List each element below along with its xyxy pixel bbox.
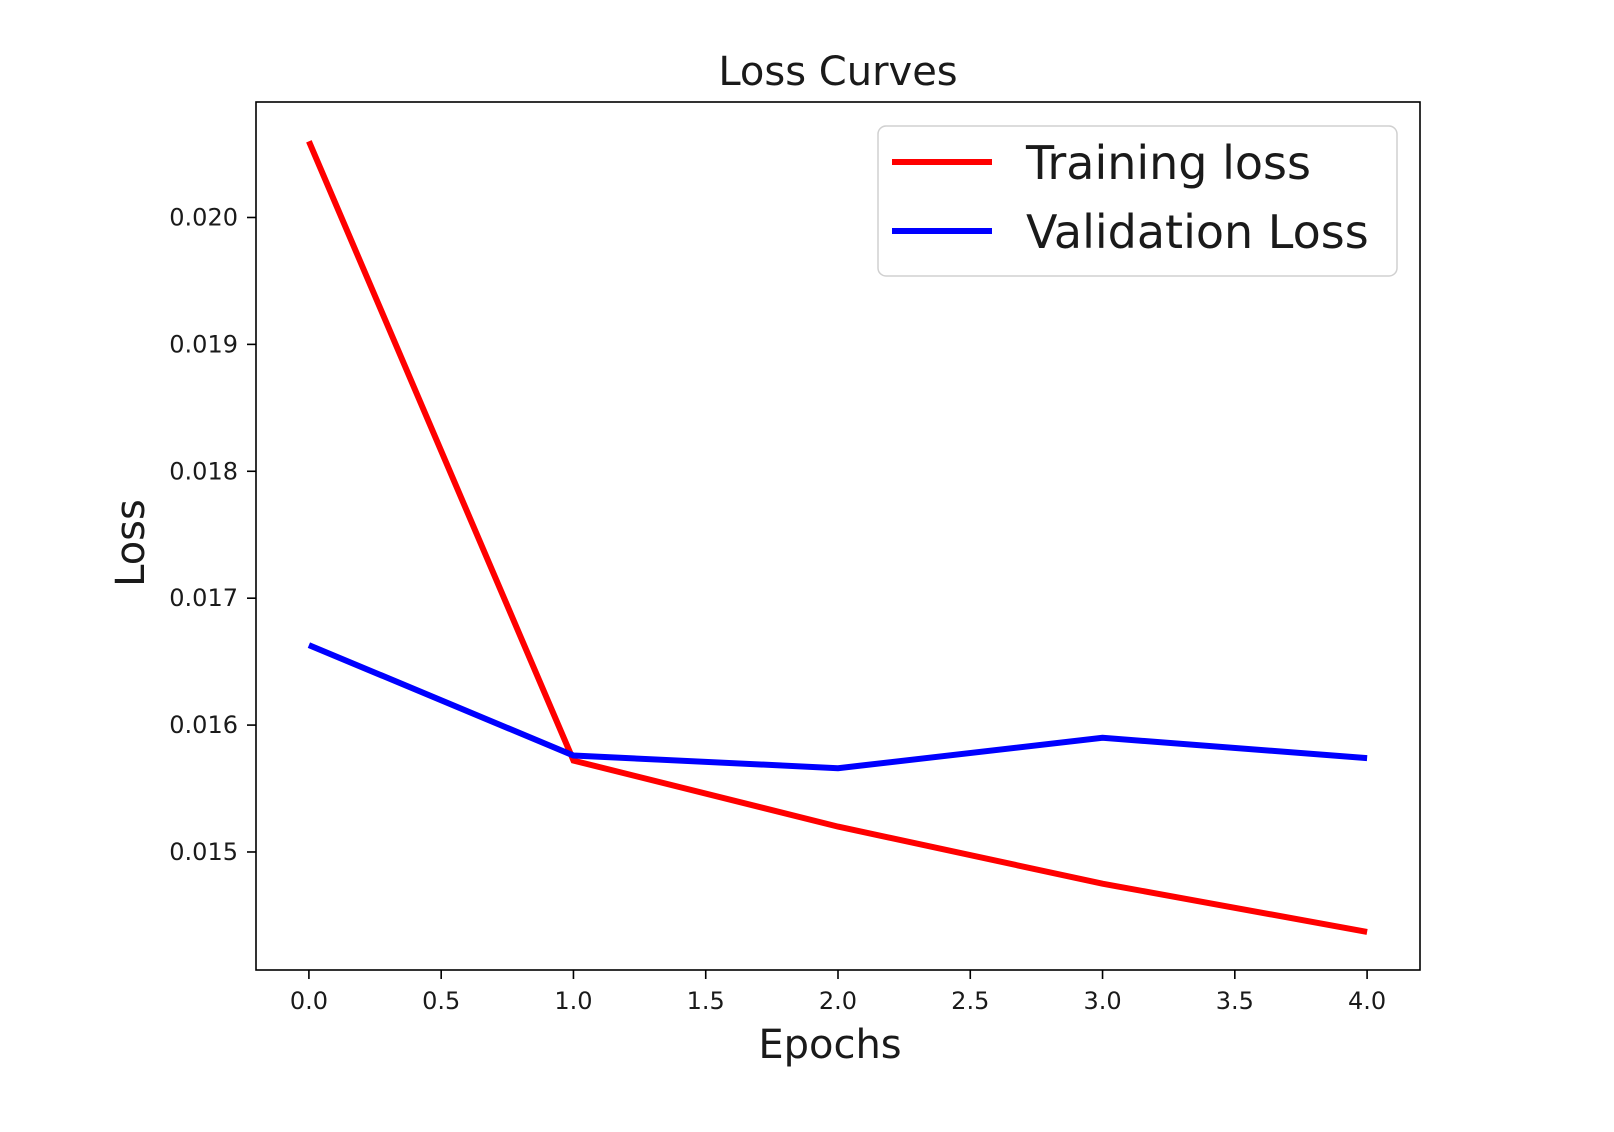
x-tick-label: 2.5 [951, 987, 989, 1015]
x-tick-label: 0.5 [422, 987, 460, 1015]
x-tick-label: 2.0 [819, 987, 857, 1015]
x-axis-label: Epochs [758, 1022, 901, 1068]
y-axis-ticks: 0.015 0.016 0.017 0.018 0.019 0.020 [169, 203, 256, 866]
legend-box [877, 125, 1398, 277]
y-tick-label: 0.019 [169, 330, 238, 358]
chart-title: Loss Curves [718, 49, 957, 95]
legend-label-training-loss: Training loss [1025, 136, 1311, 190]
x-tick-label: 3.0 [1083, 987, 1121, 1015]
x-tick-label: 1.5 [687, 987, 725, 1015]
y-tick-label: 0.020 [169, 203, 238, 231]
legend: Training loss Validation Loss [877, 125, 1398, 277]
legend-label-validation-loss: Validation Loss [1026, 205, 1369, 259]
plot-area-frame [255, 101, 1421, 971]
y-tick-label: 0.015 [169, 838, 238, 866]
y-tick-label: 0.016 [169, 711, 238, 739]
series-lines [306, 140, 1368, 935]
y-tick-label: 0.018 [169, 457, 238, 485]
x-axis-ticks: 0.0 0.5 1.0 1.5 2.0 2.5 3.0 3.5 4.0 [290, 970, 1386, 1015]
y-tick-label: 0.017 [169, 584, 238, 612]
x-tick-label: 0.0 [290, 987, 328, 1015]
x-tick-label: 4.0 [1348, 987, 1386, 1015]
x-tick-label: 1.0 [554, 987, 592, 1015]
y-axis-label: Loss [108, 499, 154, 587]
x-tick-label: 3.5 [1216, 987, 1254, 1015]
series-line-training-loss [306, 140, 1368, 935]
series-line-validation-loss [307, 642, 1368, 772]
